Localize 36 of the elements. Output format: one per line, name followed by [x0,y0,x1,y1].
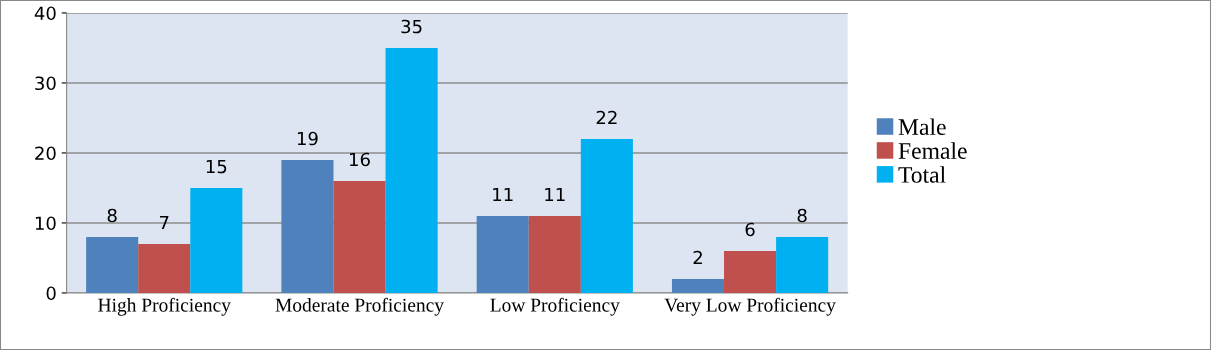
x-tick-label: High Proficiency [98,297,231,316]
bar [580,138,633,293]
x-tick-label: Moderate Proficiency [275,297,444,316]
bar [333,180,386,293]
bar [724,250,777,293]
bar [138,243,191,293]
y-tick-label: 30 [35,76,56,91]
bar [190,187,243,293]
bar [476,215,529,293]
data-label: 22 [596,110,617,125]
legend-label: Female [898,142,967,159]
bar [281,159,334,293]
data-label: 2 [693,250,702,265]
data-label: 6 [745,222,755,237]
y-tick-label: 10 [35,216,56,231]
x-tick-label: Low Proficiency [490,297,620,316]
data-label: 16 [350,152,370,167]
y-tick-label: 20 [35,146,56,161]
data-label: 8 [107,208,117,223]
data-label: 11 [493,187,513,202]
bar [671,278,725,293]
data-label: 15 [206,159,227,174]
x-tick-label: Very Low Proficiency [664,297,836,316]
data-label: 19 [297,131,318,146]
legend-label: Male [898,118,946,136]
legend-label: Total [898,166,946,183]
y-tick-label: 40 [34,6,56,21]
data-label: 7 [159,215,169,230]
bar [528,215,581,293]
data-label: 8 [797,208,807,223]
bar [776,236,829,293]
data-label: 11 [545,187,565,202]
bar [385,47,438,293]
bar [86,236,139,293]
y-tick-label: 0 [46,286,56,301]
data-label: 35 [401,19,422,34]
